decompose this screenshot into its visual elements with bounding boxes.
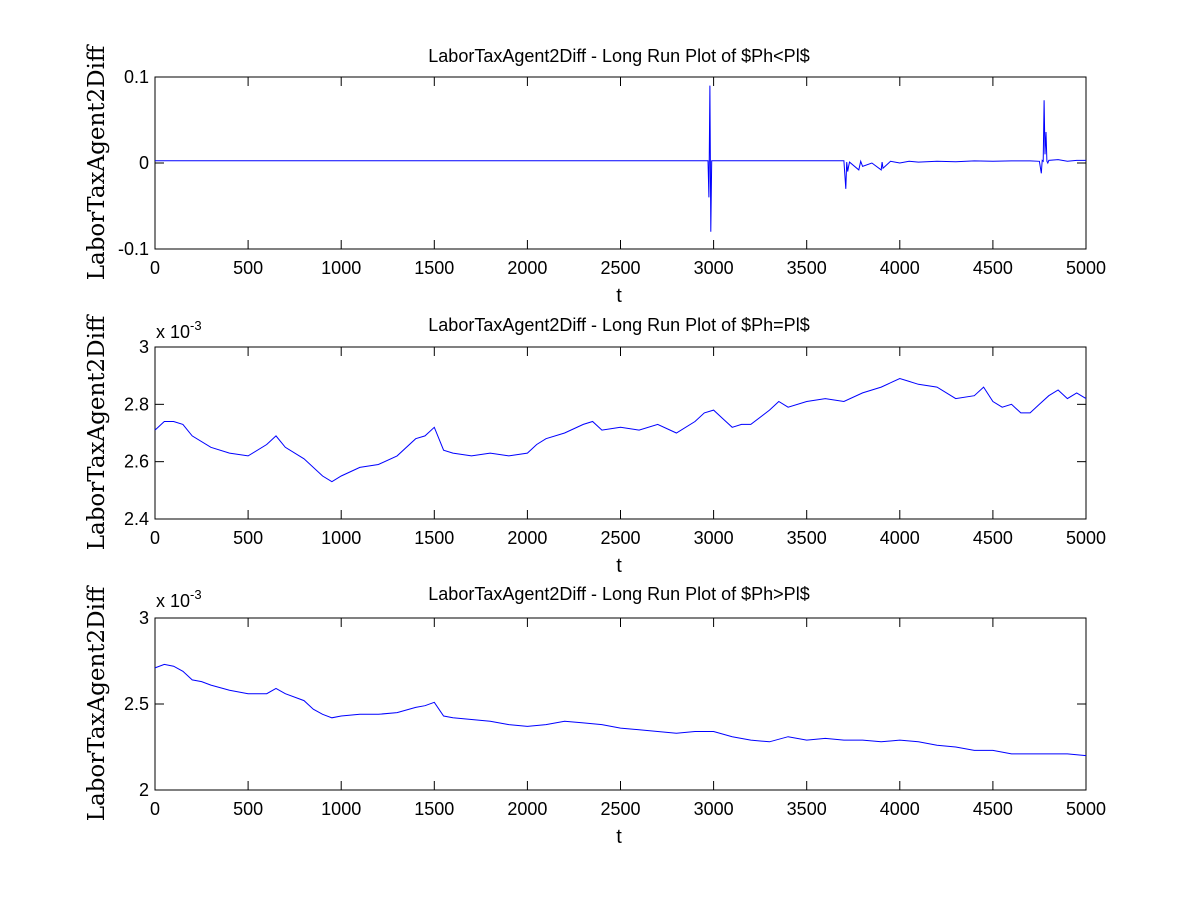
subplot-3-xtick-label: 5000 xyxy=(1066,799,1106,819)
subplot-3-title: LaborTaxAgent2Diff - Long Run Plot of $P… xyxy=(428,584,809,604)
subplot-3-yticks: 22.53 xyxy=(124,608,1086,800)
subplot-3-axes xyxy=(154,617,1087,791)
subplot-2-xlabel: t xyxy=(616,555,622,577)
subplot-2-xtick-label: 3500 xyxy=(787,528,827,548)
subplot-1-xticks: 0 500 1000 1500 2000 2500 3000 3500 4000 4500 5000 xyxy=(150,77,1106,278)
subplot-1-yticks: -0.1 0 0.1 xyxy=(118,67,1086,259)
subplot-3-series-line xyxy=(154,663,1087,757)
subplot-2-xtick-label: 3000 xyxy=(694,528,734,548)
subplot-2-axes xyxy=(154,346,1087,520)
subplot-1-xtick-label: 500 xyxy=(233,258,263,278)
subplot-2-yticks: 2.4 2.6 2.8 3 xyxy=(124,337,1086,529)
subplot-1-xtick-label: 3500 xyxy=(787,258,827,278)
subplot-2-xtick-label: 1500 xyxy=(414,528,454,548)
subplot-3-xtick-label: 2000 xyxy=(507,799,547,819)
subplot-3-ytick-label: 2 xyxy=(139,780,149,800)
subplot-3-ytick-label: 3 xyxy=(139,608,149,628)
subplot-2-xtick-label: 2500 xyxy=(600,528,640,548)
subplot-3-xtick-label: 4000 xyxy=(880,799,920,819)
subplot-3-xtick-label: 1500 xyxy=(414,799,454,819)
subplot-1-xtick-label: 3000 xyxy=(694,258,734,278)
subplot-1-ylabel: LaborTaxAgent2Diff xyxy=(84,44,110,280)
subplot-3-exponent-label: x 10-3 xyxy=(156,587,202,611)
subplot-1-xtick-label: 4500 xyxy=(973,258,1013,278)
subplot-2-ytick-label: 2.6 xyxy=(124,452,149,472)
subplot-1-xtick-label: 5000 xyxy=(1066,258,1106,278)
subplot-2-exponent-base: x 10 xyxy=(156,322,190,342)
subplot-1-xtick-label: 1500 xyxy=(414,258,454,278)
subplot-3-xtick-label: 2500 xyxy=(600,799,640,819)
subplot-2-ylabel: LaborTaxAgent2Diff xyxy=(84,314,110,550)
subplot-1-xtick-label: 2500 xyxy=(600,258,640,278)
subplot-2-xtick-label: 4000 xyxy=(880,528,920,548)
subplot-2-ytick-label: 2.4 xyxy=(124,509,149,529)
subplot-2-xtick-label: 5000 xyxy=(1066,528,1106,548)
subplot-2-ytick-label: 3 xyxy=(139,337,149,357)
subplot-2-exponent-label: x 10-3 xyxy=(156,318,202,342)
subplot-3-xlabel: t xyxy=(616,826,622,848)
subplot-2-series-group xyxy=(154,377,1087,483)
subplot-1-ytick-label: 0 xyxy=(139,153,149,173)
subplot-1-xtick-label: 2000 xyxy=(507,258,547,278)
subplot-2-xtick-label: 500 xyxy=(233,528,263,548)
subplot-3-series-group xyxy=(154,663,1087,757)
subplot-2-xtick-label: 0 xyxy=(150,528,160,548)
subplot-1-ytick-label: -0.1 xyxy=(118,239,149,259)
subplot-3-xtick-label: 0 xyxy=(150,799,160,819)
subplot-2-xticks: 0 500 1000 1500 2000 2500 3000 3500 4000 4500 5000 xyxy=(150,347,1106,548)
subplot-1-series-group xyxy=(155,85,1086,232)
subplot-3-ylabel: LaborTaxAgent2Diff xyxy=(84,585,110,821)
subplot-1-title: LaborTaxAgent2Diff - Long Run Plot of $P… xyxy=(428,46,809,66)
subplot-3-ytick-label: 2.5 xyxy=(124,694,149,714)
subplot-1-axes xyxy=(154,76,1087,250)
subplot-1-xlabel: t xyxy=(616,285,622,307)
subplot-2-xtick-label: 4500 xyxy=(973,528,1013,548)
subplot-1-xtick-label: 1000 xyxy=(321,258,361,278)
subplot-3-xtick-label: 3000 xyxy=(694,799,734,819)
subplot-3-xtick-label: 500 xyxy=(233,799,263,819)
subplot-1-ytick-label: 0.1 xyxy=(124,67,149,87)
subplot-2-xtick-label: 1000 xyxy=(321,528,361,548)
subplot-3-xtick-label: 3500 xyxy=(787,799,827,819)
subplot-2-exponent-power: -3 xyxy=(190,318,202,333)
subplot-2-ytick-label: 2.8 xyxy=(124,394,149,414)
subplot-2-title: LaborTaxAgent2Diff - Long Run Plot of $P… xyxy=(428,315,809,335)
subplot-1-xtick-label: 0 xyxy=(150,258,160,278)
subplot-2-series-line xyxy=(154,377,1087,483)
subplot-ph-equal-pl: LaborTaxAgent2Diff - Long Run Plot of $P… xyxy=(84,314,1106,577)
subplot-3-xticks: 0 500 1000 1500 2000 2500 3000 3500 4000 4500 5000 xyxy=(150,618,1106,819)
subplot-3-exponent-base: x 10 xyxy=(156,591,190,611)
subplot-2-xtick-label: 2000 xyxy=(507,528,547,548)
subplot-1-series-line xyxy=(155,85,1086,232)
subplot-1-xtick-label: 4000 xyxy=(880,258,920,278)
subplot-3-exponent-power: -3 xyxy=(190,587,202,602)
subplot-3-xtick-label: 4500 xyxy=(973,799,1013,819)
subplot-ph-greater-pl: LaborTaxAgent2Diff - Long Run Plot of $P… xyxy=(84,584,1106,848)
subplot-ph-less-pl: LaborTaxAgent2Diff - Long Run Plot of $P… xyxy=(84,44,1106,307)
subplot-3-xtick-label: 1000 xyxy=(321,799,361,819)
